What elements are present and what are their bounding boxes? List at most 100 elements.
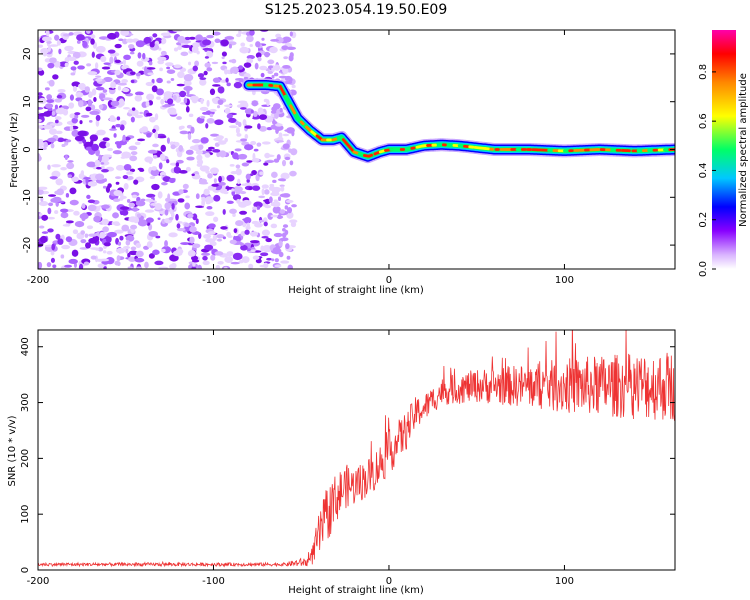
spectrogram-noise-point xyxy=(210,133,220,137)
spectrogram-noise-point xyxy=(90,255,97,260)
spectrogram-noise-point xyxy=(216,105,221,109)
spectrogram-noise-point xyxy=(169,208,173,215)
spectrogram-noise-point xyxy=(252,116,260,120)
spectrogram-noise-point xyxy=(119,206,130,211)
spectrogram-noise-point xyxy=(102,89,108,93)
spectrogram-noise-point xyxy=(130,246,137,251)
spectrogram-noise-point xyxy=(271,258,275,262)
snr-y-tick-label: 300 xyxy=(20,393,31,412)
spectrogram-noise-point xyxy=(274,264,282,268)
spectrogram-noise-point xyxy=(89,134,99,142)
spectrogram-noise-point xyxy=(109,128,117,131)
spectrogram-noise-point xyxy=(93,97,97,102)
spectrogram-noise-point xyxy=(162,104,171,108)
spectrogram-noise-point xyxy=(252,206,258,210)
spectrogram-noise-point xyxy=(195,34,204,42)
spectrogram-noise-point xyxy=(85,242,91,249)
spectrogram-noise-point xyxy=(133,179,139,185)
spectrogram-noise-point xyxy=(78,83,84,89)
spectrogram-noise-point xyxy=(56,94,63,99)
spectrogram-noise-point xyxy=(192,243,201,249)
spectrogram-noise-point xyxy=(95,114,101,122)
spectrogram-noise-point xyxy=(50,257,55,263)
spectrogram-noise-point xyxy=(186,88,190,96)
spectrogram-noise-point xyxy=(185,195,190,199)
snr-y-tick-label: 400 xyxy=(20,337,31,356)
spectrogram-noise-point xyxy=(235,127,240,134)
spectrogram-noise-point xyxy=(134,114,144,119)
spectrogram-noise-point xyxy=(263,162,269,166)
spectrogram-noise-point xyxy=(133,216,140,224)
spectrogram-noise-point xyxy=(222,236,226,240)
spectrogram-noise-point xyxy=(95,45,106,53)
spectrogram-noise-point xyxy=(246,58,254,64)
spectrogram-noise-point xyxy=(115,181,120,185)
spectrogram-noise-point xyxy=(246,160,253,163)
spectrogram-noise-point xyxy=(282,227,286,232)
spectrogram-noise-point xyxy=(148,231,159,237)
colorbar-tick-label: 0.0 xyxy=(698,261,709,277)
spectrogram-noise-point xyxy=(165,62,174,67)
spectrogram-noise-point xyxy=(252,185,261,191)
spectrogram-noise-point xyxy=(91,88,97,96)
spectrogram-noise-point xyxy=(206,67,213,72)
spectrogram-noise-point xyxy=(221,51,227,57)
spectrogram-noise-point xyxy=(240,138,248,142)
spectrogram-noise-point xyxy=(228,43,232,49)
spectrogram-noise-point xyxy=(129,71,136,76)
spectrogram-noise-point xyxy=(122,58,127,66)
spectrogram-noise-point xyxy=(46,262,52,268)
spectrogram-noise-point xyxy=(47,164,51,170)
spectrogram-noise-point xyxy=(87,199,96,204)
spectrogram-noise-point xyxy=(46,40,52,44)
spectrogram-noise-point xyxy=(166,66,171,70)
spectrogram-noise-point xyxy=(54,34,60,41)
spectrogram-noise-point xyxy=(72,51,81,59)
spectrogram-noise-point xyxy=(206,99,210,107)
spectrogram-track-peak xyxy=(378,149,386,154)
spectrogram-noise-point xyxy=(80,230,86,235)
spectrogram-noise-point xyxy=(86,63,92,67)
spectrogram-noise-point xyxy=(176,227,186,232)
spectrogram-noise-point xyxy=(275,206,281,212)
spectrogram-noise-point xyxy=(54,210,59,214)
spectrogram-noise-point xyxy=(60,211,69,219)
spectrogram-noise-point xyxy=(283,56,288,60)
spectrogram-x-tick-label: -100 xyxy=(202,275,225,286)
spectrogram-noise-point xyxy=(79,120,83,125)
spectrogram-track-peak xyxy=(368,153,374,158)
spectrogram-noise-point xyxy=(232,252,243,261)
spectrogram-noise-point xyxy=(226,251,234,257)
spectrogram-noise-point xyxy=(121,87,130,93)
spectrogram-noise-point xyxy=(207,146,215,150)
spectrogram-noise-point xyxy=(191,138,201,144)
spectrogram-noise-point xyxy=(281,159,287,167)
spectrogram-noise-point xyxy=(64,264,72,268)
spectrogram-noise-point xyxy=(273,158,280,163)
spectrogram-noise-point xyxy=(255,41,261,48)
spectrogram-noise-point xyxy=(52,74,59,80)
spectrogram-noise-point xyxy=(131,107,136,111)
spectrogram-noise-point xyxy=(205,211,215,217)
spectrogram-noise-point xyxy=(48,128,58,135)
spectrogram-noise-point xyxy=(117,82,127,86)
spectrogram-noise-point xyxy=(201,111,210,115)
spectrogram-noise-point xyxy=(42,124,53,130)
spectrogram-noise-point xyxy=(95,86,105,91)
spectrogram-noise-point xyxy=(222,61,227,65)
spectrogram-noise-point xyxy=(204,152,211,158)
spectrogram-noise-point xyxy=(277,196,282,202)
snr-y-axis-label: SNR (10 * v/v) xyxy=(7,415,18,486)
spectrogram-noise-point xyxy=(70,72,76,76)
spectrogram-noise-point xyxy=(284,76,290,81)
spectrogram-noise-point xyxy=(261,235,269,239)
spectrogram-noise-point xyxy=(174,166,178,171)
spectrogram-noise-point xyxy=(217,140,227,145)
spectrogram-noise-point xyxy=(214,38,221,44)
spectrogram-noise-point xyxy=(289,219,298,224)
spectrogram-noise-point xyxy=(202,47,213,51)
snr-panel: -200 -100 0 100 0 100 200 300 400 Height of str… xyxy=(7,329,676,596)
spectrogram-noise-point xyxy=(38,44,44,48)
spectrogram-noise-point xyxy=(110,100,120,107)
spectrogram-noise-point xyxy=(74,112,81,116)
